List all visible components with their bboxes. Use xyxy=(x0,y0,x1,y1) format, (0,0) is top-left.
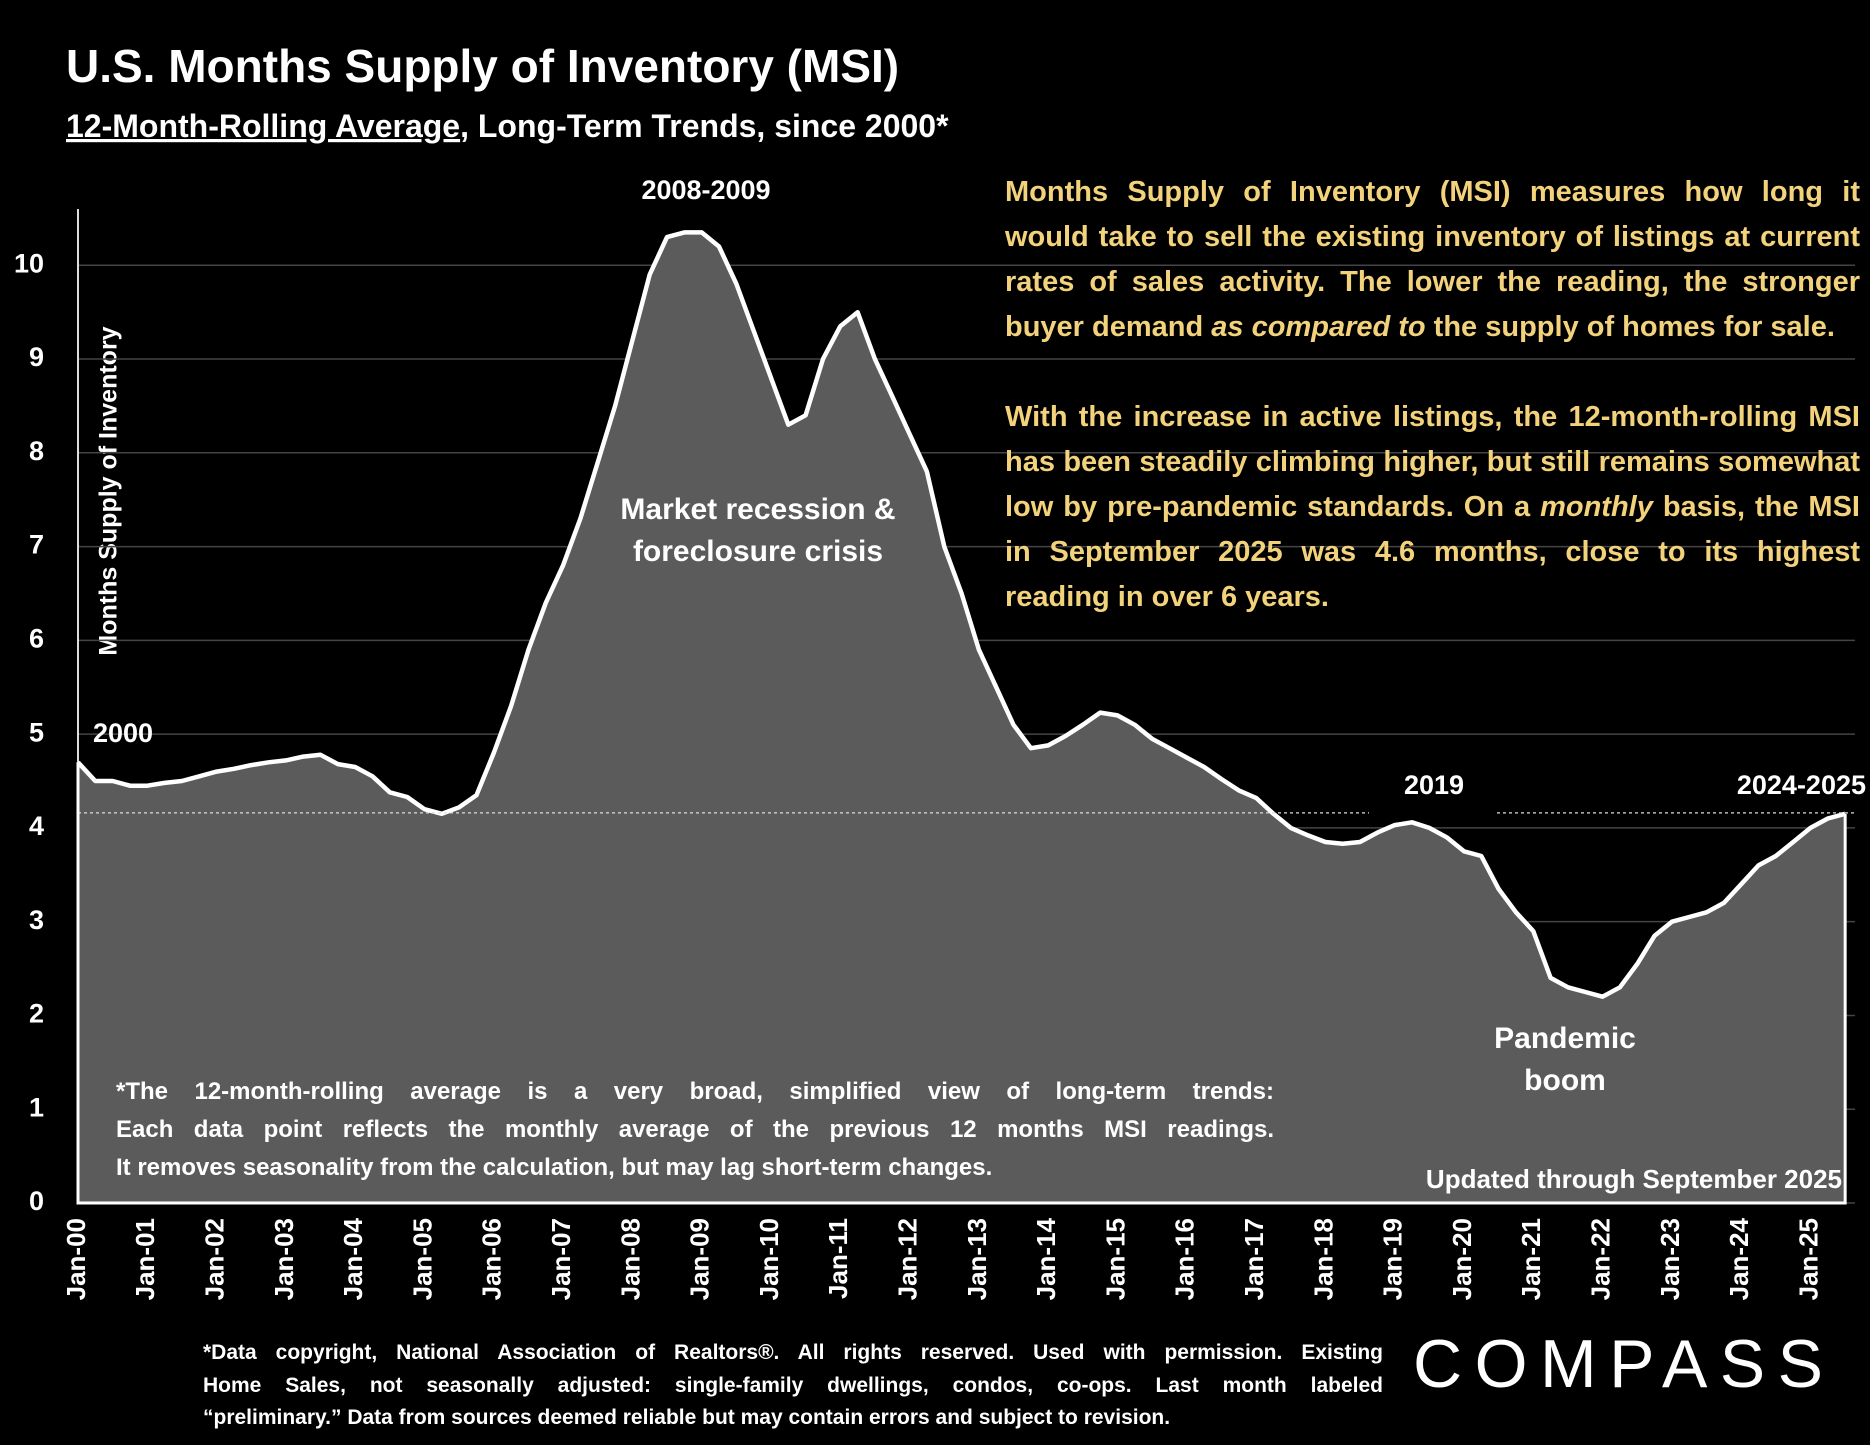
annotation: boom xyxy=(1524,1064,1606,1097)
chart-subtitle: 12-Month-Rolling Average, Long-Term Tren… xyxy=(66,108,949,144)
x-tick-label: Jan-06 xyxy=(477,1218,507,1300)
x-tick-label: Jan-17 xyxy=(1239,1218,1269,1300)
y-tick-label: 0 xyxy=(29,1186,44,1216)
annotation: foreclosure crisis xyxy=(633,535,883,568)
footnote-line: It removes seasonality from the calculat… xyxy=(116,1154,993,1181)
x-tick-label: Jan-24 xyxy=(1724,1217,1754,1300)
x-tick-label: Jan-03 xyxy=(269,1218,299,1300)
annotation: Market recession & xyxy=(620,493,895,526)
x-tick-label: Jan-07 xyxy=(546,1218,576,1300)
source: *Data copyright, National Association of… xyxy=(203,1337,1383,1435)
x-tick-label: Jan-09 xyxy=(685,1218,715,1300)
source-line: *Data copyright, National Association of… xyxy=(203,1341,1383,1364)
y-tick-label: 6 xyxy=(29,623,44,653)
x-tick-label: Jan-18 xyxy=(1308,1218,1338,1300)
annotation: 2008-2009 xyxy=(641,175,770,205)
x-tick-label: Jan-08 xyxy=(615,1218,645,1300)
x-tick-label: Jan-00 xyxy=(61,1218,91,1300)
x-tick-label: Jan-15 xyxy=(1100,1218,1130,1300)
y-tick-label: 2 xyxy=(29,999,44,1029)
description: Months Supply of Inventory (MSI) measure… xyxy=(1005,170,1860,665)
x-tick-label: Jan-02 xyxy=(199,1218,229,1300)
area xyxy=(78,232,1846,1203)
x-tick-label: Jan-01 xyxy=(130,1218,160,1300)
x-tick-label: Jan-04 xyxy=(338,1217,368,1300)
annotation: 2000 xyxy=(93,718,153,748)
emphasis: monthly xyxy=(1540,491,1653,523)
x-tick-label: Jan-12 xyxy=(892,1218,922,1300)
y-tick-label: 1 xyxy=(29,1092,44,1122)
x-tick-label: Jan-21 xyxy=(1516,1218,1546,1300)
y-axis-label: Months Supply of Inventory xyxy=(95,326,123,655)
y-tick-label: 9 xyxy=(29,342,44,372)
x-tick-label: Jan-14 xyxy=(1031,1217,1061,1300)
chart-title: U.S. Months Supply of Inventory (MSI) xyxy=(66,40,899,92)
subtitle-underlined: 12-Month-Rolling Average xyxy=(66,108,460,144)
y-tick-label: 10 xyxy=(14,248,44,278)
x-tick-label: Jan-13 xyxy=(962,1218,992,1300)
source-line: “preliminary.” Data from sources deemed … xyxy=(203,1406,1171,1429)
line xyxy=(76,230,1846,999)
x-tick-label: Jan-20 xyxy=(1447,1218,1477,1300)
chart-frame xyxy=(76,762,1847,1205)
y-tick-label: 8 xyxy=(29,436,44,466)
text-span: Months Supply of Inventory (MSI) measure… xyxy=(1005,176,1860,343)
y-tick-label: 7 xyxy=(29,530,44,560)
annotation: Pandemic xyxy=(1494,1022,1636,1055)
text-span: basis, the MSI in September 2025 was 4.6… xyxy=(1005,491,1860,613)
annotation: 2024-2025 xyxy=(1737,770,1866,800)
y-tick-label: 5 xyxy=(29,717,44,747)
source-line: Home Sales, not seasonally adjusted: sin… xyxy=(203,1373,1383,1397)
x-tick-label: Jan-23 xyxy=(1655,1218,1685,1300)
y-tick-label: 4 xyxy=(29,811,44,841)
x-tick-label: Jan-22 xyxy=(1585,1218,1615,1300)
footnote-line: *The 12-month-rolling average is a very … xyxy=(116,1078,1274,1105)
description-paragraph: With the increase in active listings, th… xyxy=(1005,395,1860,620)
logo: COMPASS xyxy=(1413,1326,1823,1402)
x-tick-label: Jan-19 xyxy=(1378,1218,1408,1300)
text-span: the supply of homes for sale. xyxy=(1425,311,1835,343)
description-paragraph: Months Supply of Inventory (MSI) measure… xyxy=(1005,170,1860,350)
updated-note: Updated through September 2025 xyxy=(1426,1164,1842,1194)
annotation: 2019 xyxy=(1404,770,1464,800)
subtitle-rest: , Long-Term Trends, since 2000* xyxy=(460,108,949,144)
footnote: *The 12-month-rolling average is a very … xyxy=(116,1073,1274,1187)
footnote-line: Each data point reflects the monthly ave… xyxy=(116,1116,1274,1143)
x-tick-label: Jan-16 xyxy=(1170,1218,1200,1300)
text-span: With the increase in active listings, th… xyxy=(1005,401,1860,523)
emphasis: as compared to xyxy=(1211,311,1426,343)
y-tick-label: 3 xyxy=(29,905,44,935)
x-tick-label: Jan-11 xyxy=(823,1218,853,1299)
x-tick-label: Jan-25 xyxy=(1793,1218,1823,1300)
x-tick-label: Jan-05 xyxy=(407,1218,437,1300)
x-tick-label: Jan-10 xyxy=(754,1218,784,1300)
